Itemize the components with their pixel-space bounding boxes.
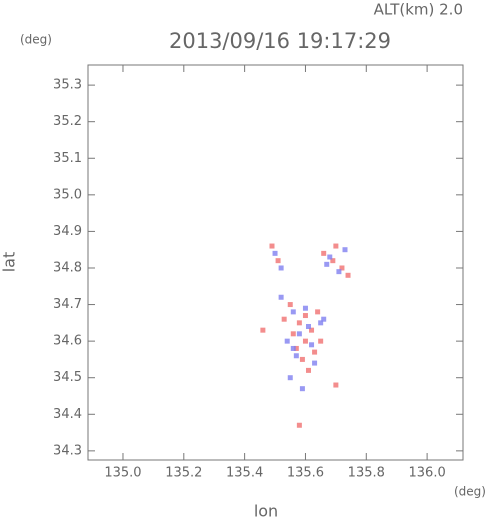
echo-point — [333, 243, 339, 249]
altitude: ALT(km) 2.0 — [374, 1, 463, 19]
echo-point — [342, 247, 348, 253]
echo-point — [287, 302, 293, 308]
echo-point — [302, 313, 308, 319]
echo-point — [296, 422, 302, 428]
echo-point — [290, 309, 296, 315]
echo-point — [339, 265, 345, 271]
echo-point — [305, 324, 311, 330]
echo-point — [278, 265, 284, 271]
echo-point — [345, 272, 351, 278]
y-tick-label: 35.2 — [53, 114, 82, 129]
x-tick-label: 135.2 — [165, 466, 202, 481]
echo-point — [330, 258, 336, 264]
y-tick-label: 34.4 — [53, 407, 82, 422]
echo-point — [293, 353, 299, 359]
echo-point — [309, 342, 315, 348]
x-tick-label: 135.8 — [348, 466, 385, 481]
echo-point — [293, 345, 299, 351]
y-tick-label: 34.8 — [53, 260, 82, 275]
echo-point — [281, 316, 287, 322]
echo-point — [327, 254, 333, 260]
echo-point — [290, 331, 296, 337]
echo-point — [321, 250, 327, 256]
x-tick-label: 135.6 — [287, 466, 324, 481]
echo-point — [315, 309, 321, 315]
echo-point — [296, 320, 302, 326]
x-tick-label: 136.0 — [409, 466, 446, 481]
echo-point — [302, 338, 308, 344]
echo-point — [275, 258, 281, 264]
y-tick-label: 34.3 — [53, 443, 82, 458]
echo-point — [336, 269, 342, 275]
x-axis-label: lon — [254, 502, 278, 521]
echo-point — [305, 367, 311, 373]
echo-point — [324, 261, 330, 267]
echo-point — [296, 331, 302, 337]
echo-point — [269, 243, 275, 249]
y-tick-label: 34.5 — [53, 370, 82, 385]
echo-point — [302, 305, 308, 311]
echo-point — [284, 338, 290, 344]
echo-point — [278, 294, 284, 300]
echo-point — [287, 375, 293, 381]
y-tick-label: 35.0 — [53, 187, 82, 202]
echo-point — [312, 360, 318, 366]
plot-frame — [87, 64, 464, 461]
x-tick-label: 135.4 — [226, 466, 263, 481]
y-tick-label: 34.7 — [53, 297, 82, 312]
y-tick-label: 34.9 — [53, 224, 82, 239]
echo-point — [318, 320, 324, 326]
echo-point — [333, 382, 339, 388]
echo-point — [299, 356, 305, 362]
y-tick-label: 35.1 — [53, 151, 82, 166]
y-axis-label: lat — [0, 252, 19, 273]
echo-point — [260, 327, 266, 333]
echo-point — [309, 327, 315, 333]
x-unit: (deg) — [454, 485, 486, 499]
x-tick-label: 135.0 — [104, 466, 141, 481]
echo-point — [299, 386, 305, 392]
echo-point — [272, 250, 278, 256]
echo-point — [290, 345, 296, 351]
echo-point — [318, 338, 324, 344]
echo-point — [321, 316, 327, 322]
chart-title: 2013/09/16 19:17:29 — [169, 29, 391, 53]
y-tick-label: 34.6 — [53, 334, 82, 349]
y-unit: (deg) — [20, 33, 52, 47]
y-tick-label: 35.3 — [53, 78, 82, 93]
echo-point — [312, 349, 318, 355]
